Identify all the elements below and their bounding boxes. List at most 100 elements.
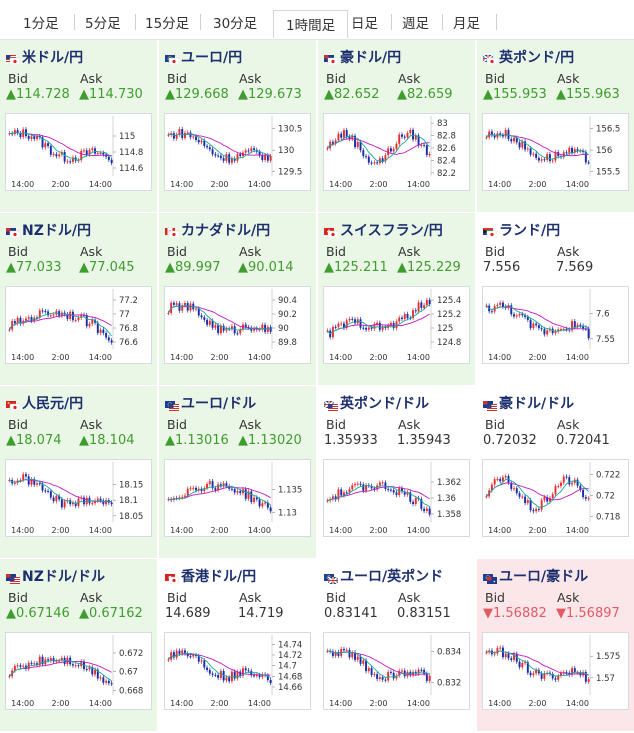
rate-cell[interactable]: ユーロ/英ポンド Bid Ask 0.83141 0.83151 0.834 0.832 14…	[318, 559, 475, 731]
mini-chart[interactable]: 1.362 1.36 1.358 14:00 2:00 14:00	[323, 459, 470, 537]
candle-body	[348, 136, 351, 140]
pair-name[interactable]: NZドル/円	[22, 223, 91, 239]
mini-chart[interactable]: 0.722 0.72 0.718 14:00 2:00 14:00	[482, 459, 629, 537]
candle-body	[49, 146, 52, 155]
pair-name[interactable]: 香港ドル/円	[181, 569, 257, 585]
ch-jp-flag-icon	[324, 223, 339, 239]
rate-cell[interactable]: カナダドル/円 Bid Ask ▲89.997 ▲90.014 90.4 90.2 90 89.…	[159, 213, 316, 385]
pair-name[interactable]: ユーロ/ドル	[181, 396, 257, 412]
pair-name[interactable]: ユーロ/英ポンド	[340, 569, 444, 585]
candle-body	[77, 317, 80, 321]
tab-0[interactable]: 1分足	[23, 16, 59, 32]
candle-body	[96, 322, 99, 333]
candle-body	[236, 154, 239, 161]
candle-body	[183, 650, 186, 654]
tab-6[interactable]: 週足	[402, 16, 429, 32]
candle-body	[239, 490, 242, 494]
candle-body	[211, 481, 214, 489]
pair-name[interactable]: 英ポンド/ドル	[340, 396, 430, 412]
rate-cell[interactable]: NZドル/ドル Bid Ask ▲0.67146 ▲0.67162 0.672 0.67 0.…	[0, 559, 157, 731]
moving-average-long	[327, 313, 430, 335]
candle-body	[63, 312, 66, 315]
candle-body	[384, 679, 387, 681]
pair-name[interactable]: ランド/円	[499, 223, 561, 239]
tab-1[interactable]: 5分足	[85, 16, 121, 32]
pair-name[interactable]: 豪ドル/円	[340, 50, 402, 66]
pair-name[interactable]: ユーロ/豪ドル	[499, 569, 589, 585]
mini-chart[interactable]: 83 82.8 82.6 82.4 82.2 14:00 2:00 14:00	[323, 113, 470, 191]
candle-body	[181, 129, 184, 138]
mini-chart[interactable]: 1.575 1.57 14:00 2:00 14:00	[482, 632, 629, 710]
tab-5[interactable]: 日足	[351, 16, 378, 32]
pair-name[interactable]: スイスフラン/円	[340, 223, 443, 239]
candle-body	[211, 673, 214, 675]
candle-body	[493, 479, 496, 485]
candle-body	[398, 317, 401, 322]
mini-chart[interactable]: 125.4 125.2 125 124.8 14:00 2:00 14:00	[323, 286, 470, 364]
rate-cell[interactable]: ユーロ/豪ドル Bid Ask ▼1.56882 ▼1.56897 1.575 1.57 14…	[477, 559, 634, 731]
rate-cell[interactable]: 人民元/円 Bid Ask ▲18.074 ▲18.104 18.15 18.1 18.05 1…	[0, 386, 157, 558]
candle-body	[582, 489, 585, 498]
mini-chart[interactable]: 1.135 1.13 14:00 2:00 14:00	[164, 459, 311, 537]
candle-body	[387, 148, 390, 156]
candle-body	[551, 673, 554, 679]
candle-body	[13, 482, 16, 484]
candle-body	[110, 159, 113, 164]
candle-body	[490, 484, 493, 491]
tab-2[interactable]: 15分足	[145, 16, 190, 32]
mini-chart[interactable]: 130.5 130 129.5 14:00 2:00 14:00	[164, 113, 311, 191]
y-tick-label: 125.4	[437, 296, 461, 306]
rate-cell[interactable]: 香港ドル/円 Bid Ask 14.689 14.719 14.74 14.72 14.7 14…	[159, 559, 316, 731]
rate-cell[interactable]: 米ドル/円 Bid Ask ▲114.728 ▲114.730 115 114.8 114.6…	[0, 40, 157, 212]
rate-grid: 米ドル/円 Bid Ask ▲114.728 ▲114.730 115 114.8 114.6…	[0, 40, 634, 733]
tab-7[interactable]: 月足	[453, 16, 480, 32]
mini-chart[interactable]: 115 114.8 114.6 14:00 2:00 14:00	[5, 113, 152, 191]
candle-body	[524, 662, 527, 664]
mini-chart[interactable]: 77.2 77 76.8 76.6 14:00 2:00 14:00	[5, 286, 152, 364]
x-tick-label: 14:00	[407, 699, 430, 708]
candle-body	[36, 317, 38, 319]
rate-cell[interactable]: ランド/円 Bid Ask 7.556 7.569 7.6 7.55 14:00 2:00 14:…	[477, 213, 634, 385]
rate-cell[interactable]: ユーロ/円 Bid Ask ▲129.668 ▲129.673 130.5 130 129.5…	[159, 40, 316, 212]
ask-label: Ask	[239, 244, 262, 259]
candle-body	[389, 489, 392, 491]
candle-body	[250, 327, 253, 331]
pair-name[interactable]: ユーロ/円	[181, 50, 243, 66]
mini-chart[interactable]: 90.4 90.2 90 89.8 14:00 2:00 14:00	[164, 286, 311, 364]
mini-chart[interactable]: 0.834 0.832 14:00 2:00 14:00	[323, 632, 470, 710]
candle-body	[546, 154, 549, 160]
rate-cell[interactable]: 英ポンド/円 Bid Ask ▲155.953 ▲155.963 156.5 156 155.…	[477, 40, 634, 212]
candle-body	[378, 677, 381, 679]
pair-name[interactable]: 豪ドル/ドル	[499, 396, 575, 412]
candle-body	[499, 302, 502, 305]
pair-name[interactable]: 人民元/円	[22, 396, 84, 412]
gb-jp-flag-icon	[482, 50, 498, 66]
candle-body	[219, 671, 222, 678]
tab-4[interactable]: 1時間足	[273, 10, 349, 38]
rate-cell[interactable]: 英ポンド/ドル Bid Ask 1.35933 1.35943 1.362 1.36 1.35…	[318, 386, 475, 558]
pair-name[interactable]: カナダドル/円	[181, 223, 271, 239]
candle-body	[52, 497, 55, 502]
pair-name[interactable]: 米ドル/円	[22, 50, 84, 66]
candle-body	[195, 136, 197, 140]
mini-chart[interactable]: 7.6 7.55 14:00 2:00 14:00	[482, 286, 629, 364]
candle-body	[521, 314, 524, 316]
rate-cell[interactable]: ユーロ/ドル Bid Ask ▲1.13016 ▲1.13020 1.135 1.13 14:…	[159, 386, 316, 558]
mini-chart[interactable]: 0.672 0.67 0.668 14:00 2:00 14:00	[5, 632, 152, 710]
candle-body	[49, 491, 52, 498]
candle-body	[529, 148, 532, 155]
candle-body	[186, 132, 189, 134]
candlestick-chart: 83 82.8 82.6 82.4 82.2 14:00 2:00 14:00	[326, 116, 456, 189]
rate-cell[interactable]: 豪ドル/円 Bid Ask ▲82.652 ▲82.659 83 82.8 82.6 82.4 8…	[318, 40, 475, 212]
mini-chart[interactable]: 14.74 14.72 14.7 14.68 14.66 14:00 2:00 14:00	[164, 632, 311, 710]
pair-name[interactable]: 英ポンド/円	[499, 50, 575, 66]
mini-chart[interactable]: 156.5 156 155.5 14:00 2:00 14:00	[482, 113, 629, 191]
candle-body	[387, 671, 390, 681]
rate-cell[interactable]: NZドル/円 Bid Ask ▲77.033 ▲77.045 77.2 77 76.8 76.6…	[0, 213, 157, 385]
rate-cell[interactable]: スイスフラン/円 Bid Ask ▲125.211 ▲125.229 125.4 125.2…	[318, 213, 475, 385]
tab-3[interactable]: 30分足	[213, 16, 258, 32]
pair-name[interactable]: NZドル/ドル	[22, 569, 105, 585]
rate-cell[interactable]: 豪ドル/ドル Bid Ask 0.72032 0.72041 0.722 0.72 0.718…	[477, 386, 634, 558]
mini-chart[interactable]: 18.15 18.1 18.05 14:00 2:00 14:00	[5, 459, 152, 537]
